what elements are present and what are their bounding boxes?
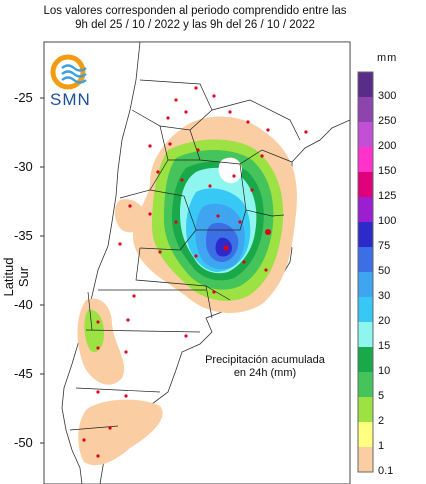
legend-label: 200 [378, 140, 397, 152]
logo-text: SMN [50, 90, 91, 109]
y-tick-50: -50 [14, 435, 33, 450]
y-tick-30: -30 [14, 159, 33, 174]
legend-label: 30 [378, 290, 391, 302]
legend-swatch [358, 422, 373, 447]
legend-label: 150 [378, 165, 397, 177]
legend-label: 100 [378, 215, 397, 227]
y-tick-45: -45 [14, 366, 33, 381]
legend-swatch [358, 322, 373, 347]
smn-logo [50, 54, 87, 90]
legend-label: 125 [378, 190, 397, 202]
legend-label: 250 [378, 115, 397, 127]
map-annotation: Precipitación acumulada en 24h (mm) [205, 354, 325, 379]
y-tick-40: -40 [14, 297, 33, 312]
legend-label: 5 [378, 390, 385, 402]
title-line-1: Los valores corresponden al periodo comp… [43, 5, 347, 17]
legend-unit: mm [377, 52, 398, 64]
legend-label: 0.1 [378, 465, 394, 477]
legend-swatch [358, 397, 373, 422]
legend-label: 15 [378, 340, 391, 352]
y-tick-35: -35 [14, 228, 33, 243]
legend-swatch [358, 72, 373, 97]
legend-swatch [358, 272, 373, 297]
legend-label: 20 [378, 315, 391, 327]
y-tick-25: -25 [14, 90, 33, 105]
y-axis-ticks [40, 97, 44, 444]
title-line-2: 9h del 25 / 10 / 2022 y las 9h del 26 / … [75, 19, 315, 31]
legend-swatch [358, 247, 373, 272]
legend-swatch [358, 347, 373, 372]
legend-label: 50 [378, 265, 391, 277]
legend-swatch [358, 297, 373, 322]
station-markers [82, 86, 308, 458]
legend-swatch [358, 122, 373, 147]
legend-label: 2 [378, 415, 385, 427]
map-title: Los valores corresponden al periodo comp… [40, 4, 350, 32]
legend-label: 75 [378, 240, 391, 252]
legend-label: 10 [378, 365, 391, 377]
legend-label: 300 [378, 90, 397, 102]
legend-label: 1 [378, 440, 385, 452]
legend-swatch [358, 97, 373, 122]
legend-frame [357, 71, 374, 473]
rain-shading [77, 116, 297, 466]
legend-swatch [358, 222, 373, 247]
legend-swatch [358, 147, 373, 172]
legend-swatch [358, 197, 373, 222]
legend-swatch [358, 372, 373, 397]
legend-swatch [358, 172, 373, 197]
legend-colorbar [357, 71, 374, 473]
legend-swatch [358, 447, 373, 472]
